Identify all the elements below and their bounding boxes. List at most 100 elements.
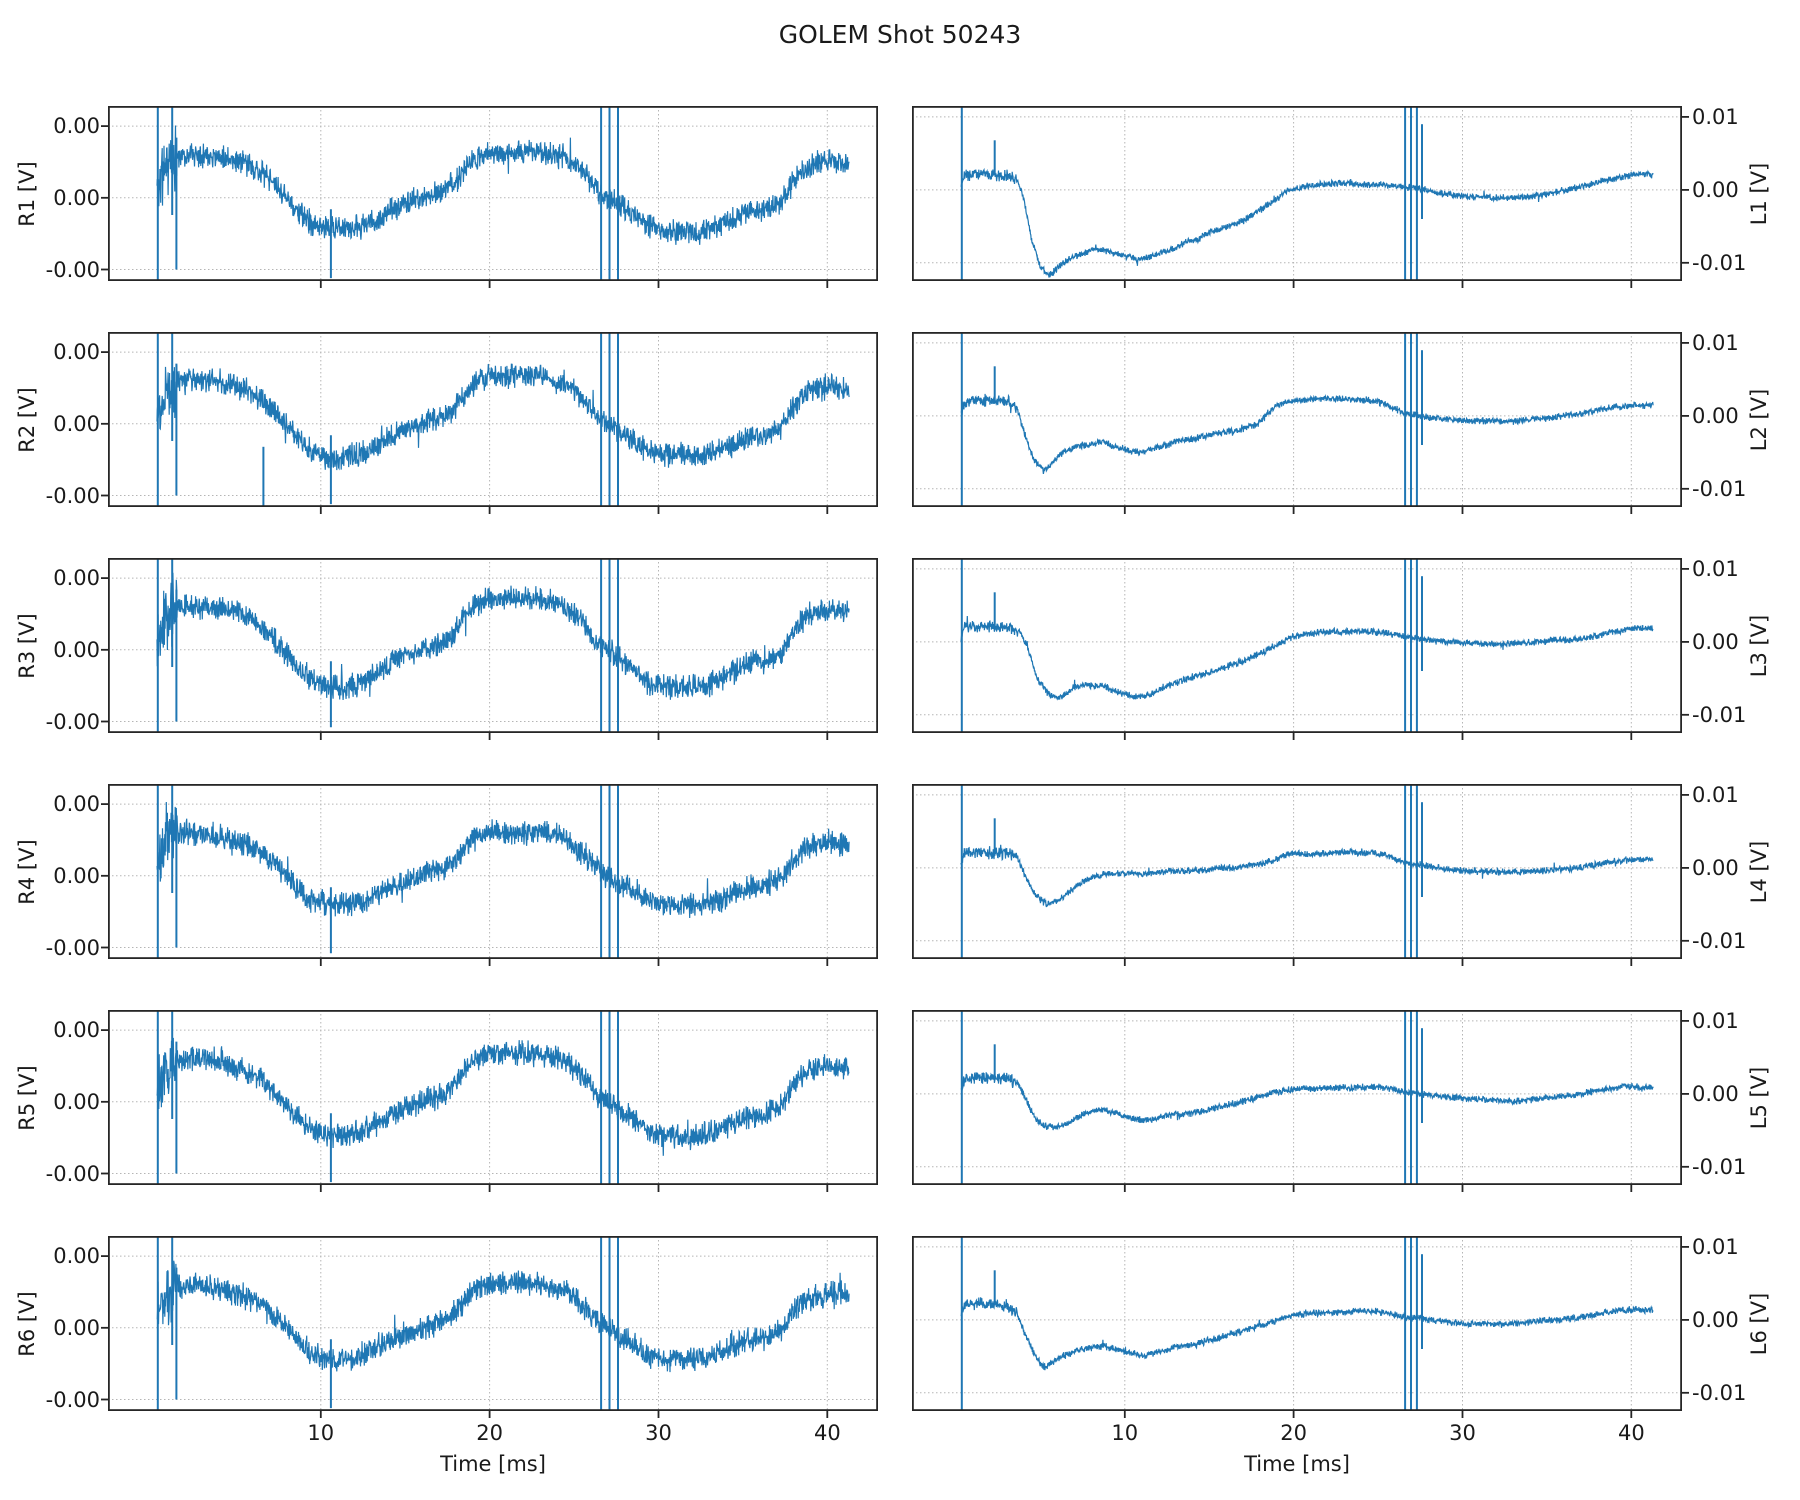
axes-spine — [107, 783, 879, 959]
y-tick-label: 0.00 — [1692, 855, 1739, 880]
y-tick-label: 0.00 — [1692, 1307, 1739, 1332]
spike-lines — [960, 1236, 1423, 1411]
signal-trace — [960, 167, 1654, 278]
grid-lines — [108, 558, 878, 733]
axes-spine — [911, 557, 1683, 733]
axes-spine — [911, 331, 1683, 507]
y-tick-label: 0.00 — [53, 792, 100, 817]
y-tick-label: 0.00 — [53, 863, 100, 888]
y-tick-label: 0.00 — [53, 1089, 100, 1114]
subplot-L5 — [911, 1009, 1689, 1192]
x-tick-label: 40 — [1617, 1421, 1645, 1445]
spike-lines — [156, 1236, 619, 1411]
y-tick-label: -0.00 — [45, 935, 100, 960]
x-tick-label: 30 — [645, 1421, 672, 1445]
subplot-L2 — [911, 331, 1689, 514]
axes-spine — [911, 1009, 1683, 1185]
y-tick-label: -0.00 — [45, 257, 100, 282]
y-axis-label-L2: L2 [V] — [1747, 388, 1771, 451]
y-tick-label: 0.01 — [1692, 782, 1739, 807]
y-tick-label: 0.01 — [1692, 104, 1739, 129]
tick-marks — [101, 351, 829, 514]
y-tick-label: -0.01 — [1692, 250, 1747, 275]
subplot-R3 — [101, 557, 879, 740]
y-tick-label: 0.00 — [53, 1315, 100, 1340]
y-tick-label: -0.01 — [1692, 1380, 1747, 1405]
y-tick-label: 0.00 — [53, 566, 100, 591]
x-tick-label: 30 — [1449, 1421, 1476, 1445]
spike-lines — [960, 1010, 1423, 1185]
y-axis-label-R3: R3 [V] — [15, 612, 39, 679]
signal-trace — [156, 1260, 850, 1373]
x-tick-label: 10 — [1111, 1421, 1139, 1445]
signal-trace — [960, 844, 1654, 908]
y-axis-label-R5: R5 [V] — [15, 1064, 39, 1131]
grid-lines — [108, 1010, 878, 1185]
signal-trace — [156, 125, 850, 245]
axes-spine — [911, 1235, 1683, 1411]
subplot-L6 — [911, 1235, 1689, 1418]
signal-trace — [960, 393, 1654, 474]
tick-marks — [1123, 567, 1689, 740]
tick-marks — [101, 803, 829, 966]
subplot-R4 — [101, 783, 879, 966]
grid-lines — [108, 784, 878, 959]
tick-marks — [1123, 1019, 1689, 1192]
y-tick-label: 0.00 — [53, 637, 100, 662]
y-tick-label: 0.00 — [53, 1018, 100, 1043]
figure-title: GOLEM Shot 50243 — [778, 20, 1022, 49]
signal-trace — [156, 1037, 850, 1156]
y-axis-label-R6: R6 [V] — [15, 1290, 39, 1357]
tick-marks — [101, 125, 829, 288]
grid-lines — [912, 1236, 1682, 1411]
y-tick-label: 0.00 — [53, 114, 100, 139]
y-tick-label: 0.00 — [1692, 403, 1739, 428]
y-tick-label: -0.01 — [1692, 928, 1747, 953]
x-axis-label-right: Time [ms] — [1244, 1452, 1350, 1476]
y-axis-label-R1: R1 [V] — [15, 160, 39, 227]
y-tick-label: 0.00 — [53, 340, 100, 365]
y-tick-label: -0.00 — [45, 1161, 100, 1186]
signal-trace — [960, 1071, 1654, 1131]
grid-lines — [108, 106, 878, 281]
subplot-L1 — [911, 105, 1689, 288]
signal-trace — [156, 363, 850, 471]
subplot-R2 — [101, 331, 879, 514]
axes-spine — [107, 1235, 879, 1411]
y-tick-label: -0.01 — [1692, 702, 1747, 727]
subplot-L4 — [911, 783, 1689, 966]
tick-marks — [101, 577, 829, 740]
grid-lines — [912, 1010, 1682, 1185]
y-tick-label: -0.01 — [1692, 476, 1747, 501]
signal-trace — [156, 801, 850, 919]
y-tick-label: 0.01 — [1692, 1008, 1739, 1033]
y-tick-label: -0.00 — [45, 483, 100, 508]
grid-lines — [912, 106, 1682, 281]
x-tick-label: 20 — [476, 1421, 503, 1445]
tick-marks — [1123, 1245, 1689, 1418]
y-axis-label-L5: L5 [V] — [1747, 1066, 1771, 1129]
spike-lines — [156, 1010, 619, 1185]
grid-lines — [108, 332, 878, 507]
x-tick-label: 20 — [1280, 1421, 1307, 1445]
tick-marks — [1123, 115, 1689, 288]
axes-spine — [107, 1009, 879, 1185]
subplot-R1 — [101, 105, 879, 288]
x-tick-label: 40 — [813, 1421, 841, 1445]
y-tick-label: 0.00 — [53, 411, 100, 436]
grid-lines — [912, 558, 1682, 733]
grid-lines — [912, 332, 1682, 507]
y-tick-label: -0.01 — [1692, 1154, 1747, 1179]
y-axis-label-L6: L6 [V] — [1747, 1292, 1771, 1355]
y-axis-label-L4: L4 [V] — [1747, 840, 1771, 903]
spike-lines — [960, 332, 1423, 507]
y-tick-label: 0.00 — [1692, 1081, 1739, 1106]
y-axis-label-L1: L1 [V] — [1747, 162, 1771, 225]
y-tick-label: 0.00 — [1692, 629, 1739, 654]
axes-spine — [911, 783, 1683, 959]
y-tick-label: 0.01 — [1692, 556, 1739, 581]
tick-marks — [101, 1029, 829, 1192]
spike-lines — [960, 558, 1423, 733]
signal-trace — [156, 572, 850, 701]
